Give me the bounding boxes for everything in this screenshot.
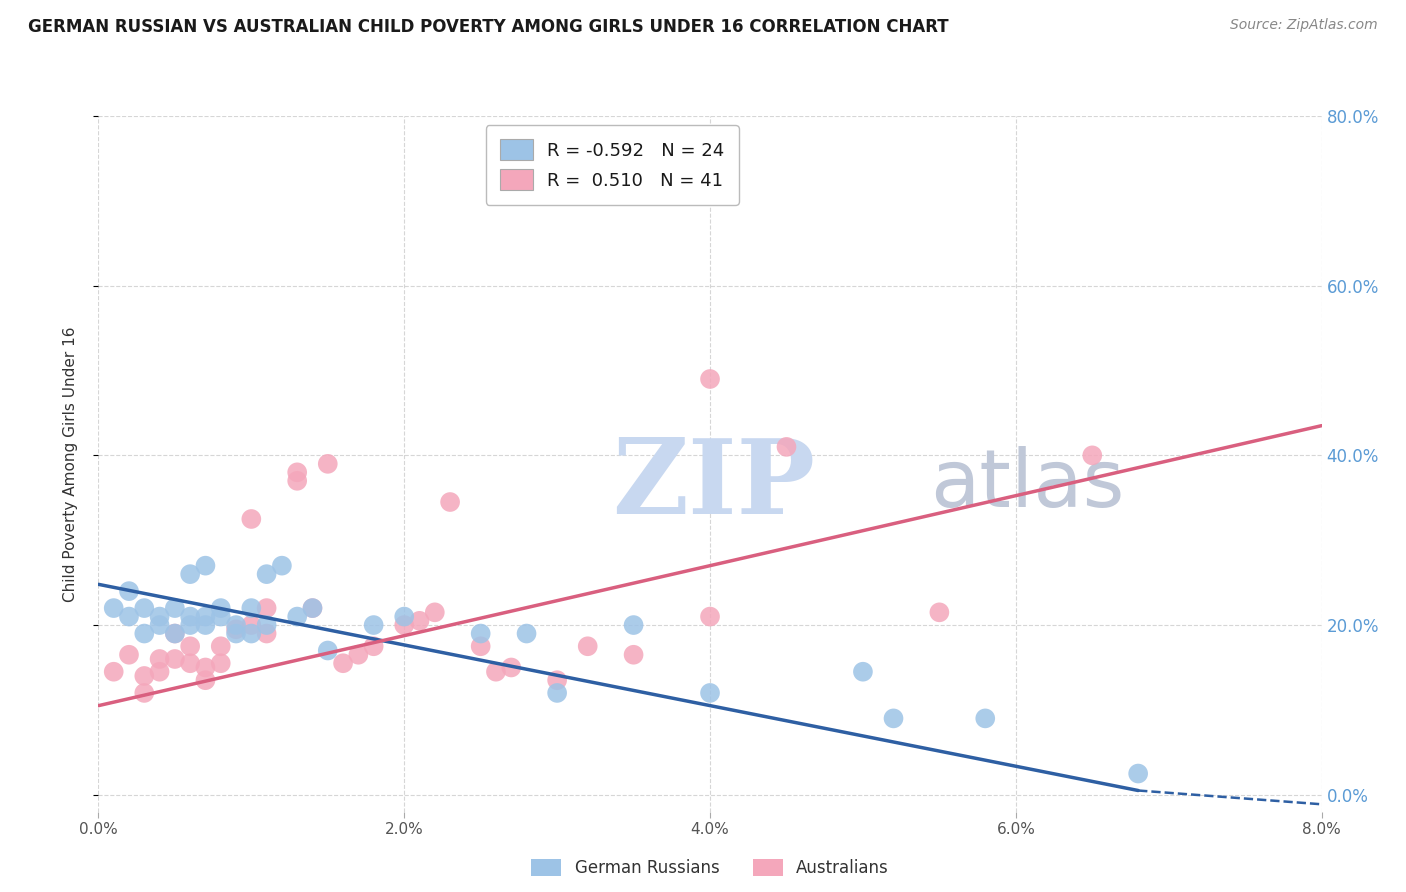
Point bbox=[270, 558, 294, 573]
Point bbox=[194, 609, 217, 624]
Point bbox=[240, 601, 263, 615]
Point bbox=[516, 626, 538, 640]
Point bbox=[883, 711, 905, 725]
Point bbox=[363, 618, 385, 632]
Point bbox=[163, 652, 186, 666]
Point bbox=[240, 618, 263, 632]
Point bbox=[225, 626, 247, 640]
Point bbox=[699, 686, 721, 700]
Point bbox=[179, 609, 201, 624]
Point bbox=[485, 665, 508, 679]
Point bbox=[163, 626, 186, 640]
Point bbox=[546, 686, 568, 700]
Point bbox=[240, 512, 263, 526]
Point bbox=[149, 609, 172, 624]
Point bbox=[623, 648, 645, 662]
Point bbox=[852, 665, 875, 679]
Point bbox=[118, 609, 141, 624]
Point bbox=[301, 601, 323, 615]
Point bbox=[149, 618, 172, 632]
Point bbox=[316, 643, 339, 657]
Point bbox=[118, 584, 141, 599]
Point bbox=[225, 618, 247, 632]
Point bbox=[163, 626, 186, 640]
Point bbox=[163, 601, 186, 615]
Point bbox=[149, 652, 172, 666]
Point bbox=[470, 626, 492, 640]
Text: atlas: atlas bbox=[931, 446, 1125, 524]
Point bbox=[423, 605, 446, 619]
Point bbox=[118, 648, 141, 662]
Point bbox=[1128, 766, 1150, 780]
Point bbox=[501, 660, 523, 674]
Point bbox=[194, 618, 217, 632]
Point bbox=[209, 601, 232, 615]
Point bbox=[179, 567, 201, 582]
Point bbox=[209, 640, 232, 654]
Point bbox=[134, 626, 156, 640]
Point bbox=[240, 626, 263, 640]
Point bbox=[546, 673, 568, 688]
Point bbox=[392, 618, 416, 632]
Point bbox=[256, 626, 278, 640]
Point bbox=[194, 660, 217, 674]
Point bbox=[699, 372, 721, 386]
Point bbox=[392, 609, 416, 624]
Point bbox=[699, 609, 721, 624]
Point bbox=[285, 609, 308, 624]
Point bbox=[194, 558, 217, 573]
Point bbox=[285, 474, 308, 488]
Text: ZIP: ZIP bbox=[612, 434, 815, 536]
Point bbox=[363, 640, 385, 654]
Point bbox=[179, 618, 201, 632]
Point bbox=[209, 657, 232, 671]
Point bbox=[134, 686, 156, 700]
Point bbox=[256, 618, 278, 632]
Text: GERMAN RUSSIAN VS AUSTRALIAN CHILD POVERTY AMONG GIRLS UNDER 16 CORRELATION CHAR: GERMAN RUSSIAN VS AUSTRALIAN CHILD POVER… bbox=[28, 18, 949, 36]
Point bbox=[179, 640, 201, 654]
Point bbox=[576, 640, 599, 654]
Point bbox=[179, 657, 201, 671]
Point bbox=[1081, 448, 1104, 462]
Point bbox=[285, 466, 308, 480]
Point bbox=[256, 567, 278, 582]
Point bbox=[347, 648, 370, 662]
Point bbox=[209, 609, 232, 624]
Legend: German Russians, Australians: German Russians, Australians bbox=[524, 852, 896, 883]
Point bbox=[149, 665, 172, 679]
Point bbox=[332, 657, 354, 671]
Point bbox=[301, 601, 323, 615]
Point bbox=[103, 601, 125, 615]
Point bbox=[974, 711, 997, 725]
Text: Source: ZipAtlas.com: Source: ZipAtlas.com bbox=[1230, 18, 1378, 32]
Point bbox=[225, 622, 247, 636]
Point bbox=[439, 495, 461, 509]
Point bbox=[408, 614, 430, 628]
Point bbox=[316, 457, 339, 471]
Point bbox=[134, 601, 156, 615]
Y-axis label: Child Poverty Among Girls Under 16: Child Poverty Among Girls Under 16 bbox=[63, 326, 77, 601]
Point bbox=[775, 440, 797, 454]
Point bbox=[194, 673, 217, 688]
Point bbox=[134, 669, 156, 683]
Point bbox=[256, 601, 278, 615]
Point bbox=[623, 618, 645, 632]
Point bbox=[103, 665, 125, 679]
Point bbox=[470, 640, 492, 654]
Point bbox=[928, 605, 950, 619]
